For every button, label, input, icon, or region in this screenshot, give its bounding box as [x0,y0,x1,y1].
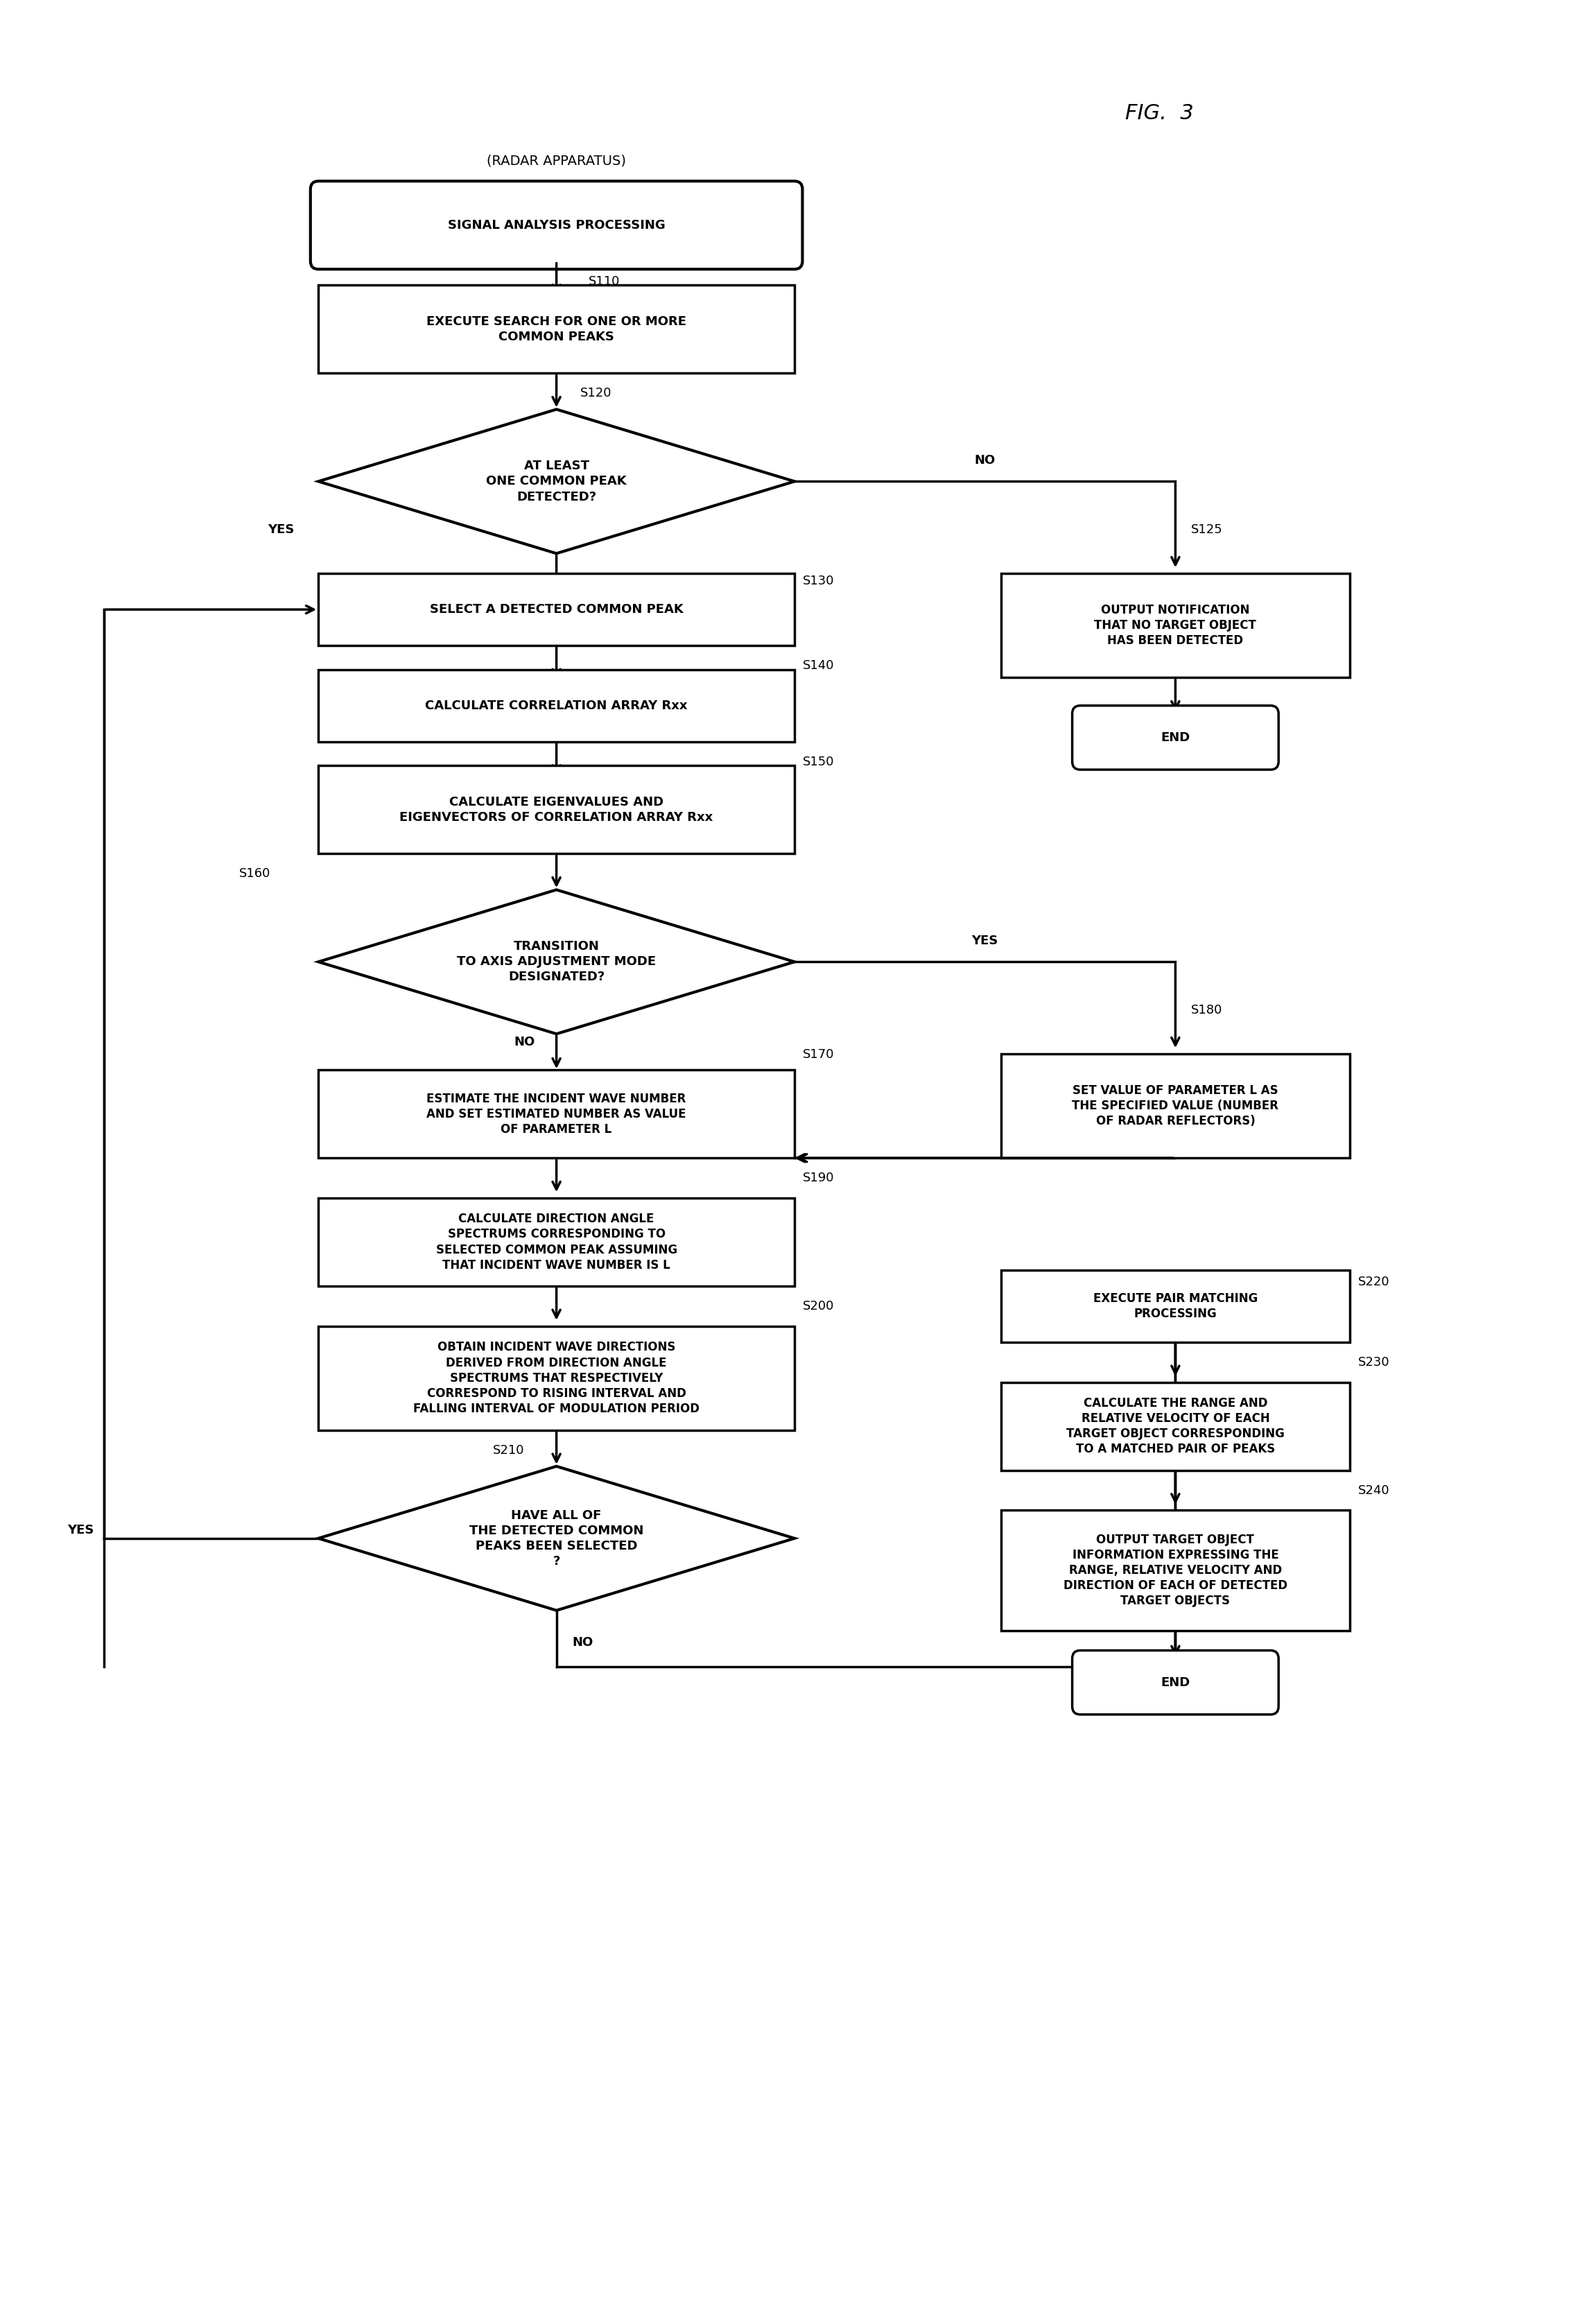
Polygon shape [318,1466,794,1611]
Text: S180: S180 [1192,1004,1222,1016]
FancyBboxPatch shape [318,765,794,853]
Text: S220: S220 [1359,1276,1389,1287]
FancyBboxPatch shape [318,574,794,646]
Text: TRANSITION
TO AXIS ADJUSTMENT MODE
DESIGNATED?: TRANSITION TO AXIS ADJUSTMENT MODE DESIG… [458,941,656,983]
FancyBboxPatch shape [1001,1383,1351,1471]
Text: NO: NO [974,453,995,467]
Text: ESTIMATE THE INCIDENT WAVE NUMBER
AND SET ESTIMATED NUMBER AS VALUE
OF PARAMETER: ESTIMATE THE INCIDENT WAVE NUMBER AND SE… [426,1092,686,1136]
FancyBboxPatch shape [318,1199,794,1285]
Text: OUTPUT TARGET OBJECT
INFORMATION EXPRESSING THE
RANGE, RELATIVE VELOCITY AND
DIR: OUTPUT TARGET OBJECT INFORMATION EXPRESS… [1063,1534,1287,1608]
Text: S125: S125 [1192,523,1224,535]
Polygon shape [318,890,794,1034]
FancyBboxPatch shape [1073,1650,1279,1715]
Text: (RADAR APPARATUS): (RADAR APPARATUS) [486,153,626,167]
FancyBboxPatch shape [318,286,794,374]
FancyBboxPatch shape [1001,1511,1351,1631]
Text: S110: S110 [588,274,620,288]
Text: S200: S200 [802,1299,834,1313]
Text: CALCULATE DIRECTION ANGLE
SPECTRUMS CORRESPONDING TO
SELECTED COMMON PEAK ASSUMI: CALCULATE DIRECTION ANGLE SPECTRUMS CORR… [435,1213,677,1271]
Text: S160: S160 [238,867,270,881]
Text: S130: S130 [802,574,834,588]
Text: NO: NO [572,1636,593,1648]
Text: EXECUTE PAIR MATCHING
PROCESSING: EXECUTE PAIR MATCHING PROCESSING [1093,1292,1257,1320]
FancyBboxPatch shape [1073,706,1279,769]
Text: FIG.  3: FIG. 3 [1125,102,1193,123]
Text: HAVE ALL OF
THE DETECTED COMMON
PEAKS BEEN SELECTED
?: HAVE ALL OF THE DETECTED COMMON PEAKS BE… [469,1508,644,1569]
Text: SET VALUE OF PARAMETER L AS
THE SPECIFIED VALUE (NUMBER
OF RADAR REFLECTORS): SET VALUE OF PARAMETER L AS THE SPECIFIE… [1073,1085,1279,1127]
Text: S120: S120 [580,388,612,400]
FancyBboxPatch shape [318,669,794,741]
Text: SELECT A DETECTED COMMON PEAK: SELECT A DETECTED COMMON PEAK [429,604,683,616]
FancyBboxPatch shape [1001,574,1351,679]
Text: S190: S190 [802,1171,834,1185]
FancyBboxPatch shape [1001,1053,1351,1157]
Text: S230: S230 [1359,1355,1389,1369]
FancyBboxPatch shape [318,1327,794,1429]
Text: END: END [1160,732,1190,744]
Text: EXECUTE SEARCH FOR ONE OR MORE
COMMON PEAKS: EXECUTE SEARCH FOR ONE OR MORE COMMON PE… [426,316,686,344]
FancyBboxPatch shape [318,1069,794,1157]
Text: END: END [1160,1676,1190,1690]
Text: S140: S140 [802,660,834,672]
Text: CALCULATE EIGENVALUES AND
EIGENVECTORS OF CORRELATION ARRAY Rxx: CALCULATE EIGENVALUES AND EIGENVECTORS O… [400,795,713,823]
Text: YES: YES [971,934,998,948]
Text: OUTPUT NOTIFICATION
THAT NO TARGET OBJECT
HAS BEEN DETECTED: OUTPUT NOTIFICATION THAT NO TARGET OBJEC… [1095,604,1257,646]
Text: YES: YES [67,1525,94,1536]
FancyBboxPatch shape [1001,1271,1351,1343]
Polygon shape [318,409,794,553]
FancyBboxPatch shape [310,181,802,270]
Text: AT LEAST
ONE COMMON PEAK
DETECTED?: AT LEAST ONE COMMON PEAK DETECTED? [486,460,626,502]
Text: S170: S170 [802,1048,834,1062]
Text: NO: NO [515,1037,535,1048]
Text: OBTAIN INCIDENT WAVE DIRECTIONS
DERIVED FROM DIRECTION ANGLE
SPECTRUMS THAT RESP: OBTAIN INCIDENT WAVE DIRECTIONS DERIVED … [413,1341,699,1415]
Text: S240: S240 [1359,1485,1389,1497]
Text: YES: YES [269,523,294,535]
Text: CALCULATE CORRELATION ARRAY Rxx: CALCULATE CORRELATION ARRAY Rxx [426,700,688,711]
Text: CALCULATE THE RANGE AND
RELATIVE VELOCITY OF EACH
TARGET OBJECT CORRESPONDING
TO: CALCULATE THE RANGE AND RELATIVE VELOCIT… [1066,1397,1284,1455]
Text: S150: S150 [802,755,834,767]
Text: S210: S210 [493,1443,524,1457]
Text: SIGNAL ANALYSIS PROCESSING: SIGNAL ANALYSIS PROCESSING [448,218,666,232]
